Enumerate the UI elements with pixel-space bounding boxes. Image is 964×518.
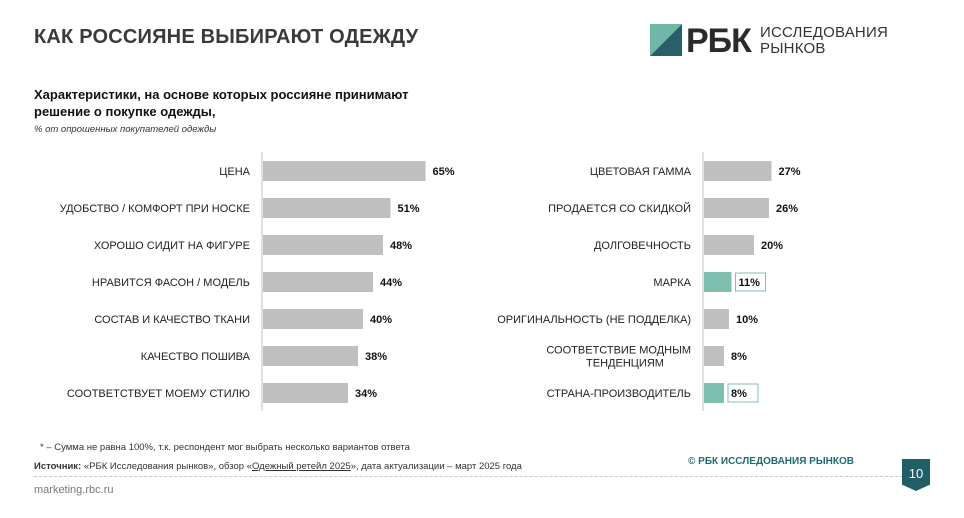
left-bar-2 — [263, 235, 383, 255]
page-number-badge: 10 — [902, 459, 930, 491]
logo-brand: РБК — [686, 22, 752, 60]
left-category-label-5: КАЧЕСТВО ПОШИВА — [141, 351, 251, 363]
right-value-label-3: 11% — [739, 277, 761, 289]
rbc-logo: РБК ИССЛЕДОВАНИЯ РЫНКОВ — [650, 22, 890, 60]
right-bar-0 — [704, 161, 772, 181]
source-text-1: «РБК Исследования рынков», обзор « — [81, 461, 252, 472]
right-value-box-6 — [727, 383, 759, 403]
right-category-label-5: СООТВЕТСТВИЕ МОДНЫМ ТЕНДЕНЦИЯМ — [546, 345, 691, 370]
right-bar-chart: ЦВЕТОВАЯ ГАММА 27% ПРОДАЕТСЯ СО СКИДКОЙ 26%… — [480, 150, 950, 415]
copyright: © РБК ИССЛЕДОВАНИЯ РЫНКОВ — [688, 456, 854, 467]
right-bar-1 — [704, 198, 769, 218]
left-category-label-0: ЦЕНА — [219, 166, 250, 178]
left-bar-3 — [263, 272, 373, 292]
right-value-label-4: 10% — [736, 314, 758, 326]
right-value-box-3 — [735, 272, 766, 292]
left-value-label-4: 40% — [370, 314, 392, 326]
left-category-label-2: ХОРОШО СИДИТ НА ФИГУРЕ — [94, 240, 250, 252]
left-value-label-3: 44% — [380, 277, 402, 289]
source-note: Источник: «РБК Исследования рынков», обз… — [34, 461, 522, 472]
right-category-label-4: ОРИГИНАЛЬНОСТЬ (НЕ ПОДДЕЛКА) — [497, 314, 691, 326]
left-category-label-6: СООТВЕТСТВУЕТ МОЕМУ СТИЛЮ — [67, 388, 250, 400]
site-url[interactable]: marketing.rbc.ru — [34, 484, 114, 496]
logo-line2: РЫНКОВ — [760, 40, 826, 57]
rbc-logo-icon — [650, 24, 682, 56]
left-category-label-3: НРАВИТСЯ ФАСОН / МОДЕЛЬ — [92, 277, 250, 289]
right-value-label-5: 8% — [731, 351, 747, 363]
chart-subtitle: Характеристики, на основе которых россия… — [34, 87, 409, 119]
right-bar-5 — [704, 346, 724, 366]
left-bar-4 — [263, 309, 363, 329]
chart-unit-note: % от опрошенных покупателей одежды — [34, 124, 217, 135]
source-report-link[interactable]: Одежный ретейл 2025 — [252, 461, 351, 472]
right-value-label-2: 20% — [761, 240, 783, 252]
left-bar-chart: ЦЕНА 65% УДОБСТВО / КОМФОРТ ПРИ НОСКЕ 51% ХО… — [0, 150, 480, 415]
left-category-label-4: СОСТАВ И КАЧЕСТВО ТКАНИ — [94, 314, 250, 326]
left-bar-6 — [263, 383, 348, 403]
source-text-2: », дата актуализации – март 2025 года — [350, 461, 522, 472]
right-value-label-6: 8% — [731, 388, 747, 400]
page-title: КАК РОССИЯНЕ ВЫБИРАЮТ ОДЕЖДУ — [34, 26, 419, 48]
right-bar-6 — [704, 383, 724, 403]
left-value-label-2: 48% — [390, 240, 412, 252]
right-category-label-3: МАРКА — [653, 277, 691, 289]
left-value-label-0: 65% — [433, 166, 455, 178]
left-value-label-6: 34% — [355, 388, 377, 400]
left-bar-0 — [263, 161, 426, 181]
left-value-label-5: 38% — [365, 351, 387, 363]
source-label: Источник: — [34, 461, 82, 472]
right-category-label-2: ДОЛГОВЕЧНОСТЬ — [594, 240, 691, 252]
right-value-label-1: 26% — [776, 203, 798, 215]
right-bar-2 — [704, 235, 754, 255]
left-bar-1 — [263, 198, 391, 218]
right-category-label-0: ЦВЕТОВАЯ ГАММА — [590, 166, 692, 178]
left-category-label-1: УДОБСТВО / КОМФОРТ ПРИ НОСКЕ — [60, 203, 250, 215]
footer-divider — [34, 476, 928, 477]
right-bar-4 — [704, 309, 729, 329]
right-bar-3 — [704, 272, 732, 292]
left-value-label-1: 51% — [398, 203, 420, 215]
logo-line1: ИССЛЕДОВАНИЯ — [760, 24, 888, 41]
footnote: * – Сумма не равна 100%, т.к. респондент… — [40, 442, 410, 453]
left-bar-5 — [263, 346, 358, 366]
right-category-label-6: СТРАНА-ПРОИЗВОДИТЕЛЬ — [547, 388, 691, 400]
right-category-label-1: ПРОДАЕТСЯ СО СКИДКОЙ — [548, 202, 691, 215]
right-value-label-0: 27% — [779, 166, 801, 178]
